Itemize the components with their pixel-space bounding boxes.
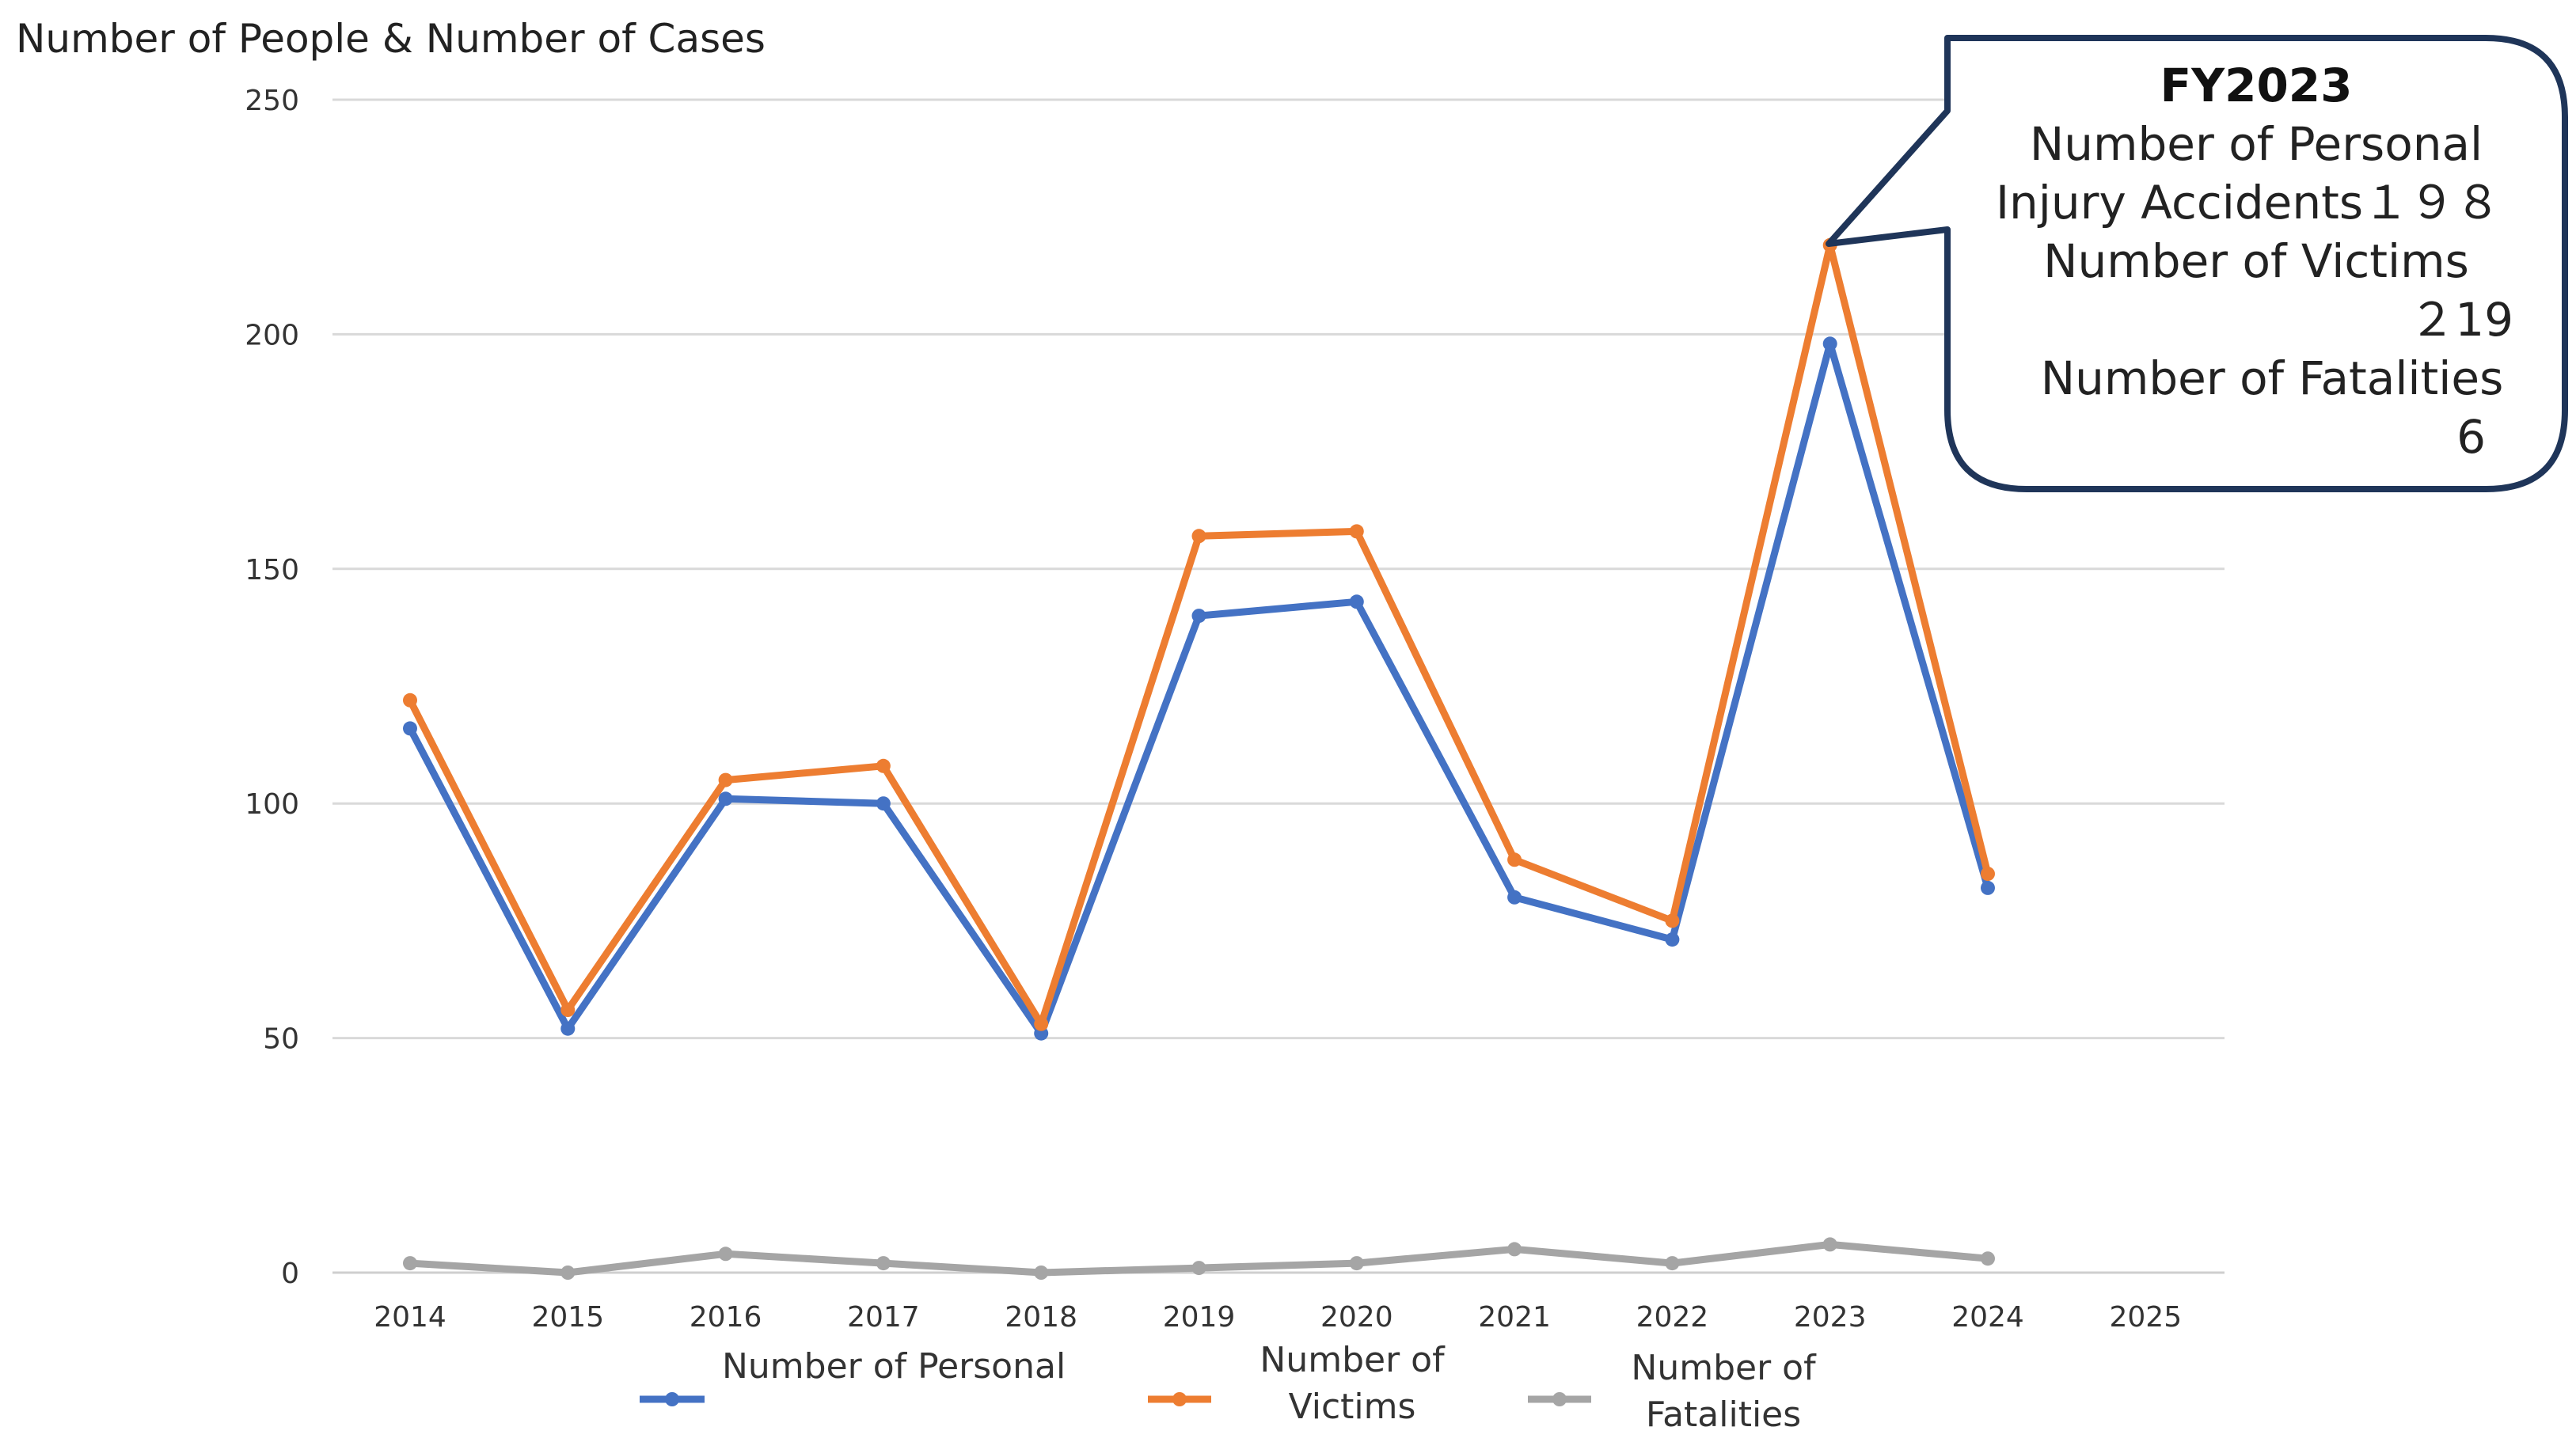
x-tick-labels: 2014 2015 2016 2017 2018 2019 2020 2021 2022 2023… <box>374 1301 2182 1334</box>
data-point <box>876 1256 891 1271</box>
data-point <box>876 758 891 773</box>
x-tick-label: 2022 <box>1636 1301 1709 1334</box>
data-point <box>1349 1256 1364 1271</box>
legend-label-personal: Number of Personal <box>722 1346 1066 1387</box>
data-point <box>1981 867 1995 882</box>
y-tick-labels: 0 50 100 150 200 250 <box>245 85 299 1290</box>
data-point <box>1034 1266 1049 1280</box>
series-group <box>403 1237 1995 1280</box>
data-point <box>403 693 417 708</box>
series-group <box>403 336 1995 1041</box>
y-tick-label: 100 <box>245 788 299 821</box>
x-tick-label: 2014 <box>374 1301 446 1334</box>
legend-label-victims-line1: Number of <box>1260 1340 1446 1380</box>
x-tick-label: 2017 <box>847 1301 920 1334</box>
y-tick-label: 150 <box>245 554 299 586</box>
data-point <box>718 791 733 806</box>
x-tick-label: 2019 <box>1163 1301 1236 1334</box>
callout-line5: Number of Fatalities <box>2041 351 2504 405</box>
data-point <box>876 796 891 811</box>
data-point <box>1665 1256 1680 1271</box>
data-point <box>1665 932 1680 947</box>
x-tick-label: 2015 <box>531 1301 604 1334</box>
legend-marker-fatalities <box>1552 1392 1567 1406</box>
legend-label-fatalities-line1: Number of <box>1631 1348 1817 1388</box>
callout-line3: Number of Victims <box>2043 234 2469 288</box>
callout-line4: ２19 <box>2409 293 2513 347</box>
data-point <box>1822 1237 1837 1252</box>
data-point <box>1349 594 1364 609</box>
data-point <box>1981 1251 1995 1266</box>
y-tick-label: 0 <box>281 1258 299 1290</box>
data-point <box>1507 890 1522 905</box>
x-tick-label: 2020 <box>1320 1301 1393 1334</box>
callout: FY2023 Number of Personal Injury Acciden… <box>1826 35 2568 492</box>
data-point <box>718 772 733 787</box>
legend-label-fatalities-line2: Fatalities <box>1646 1395 1801 1435</box>
data-point <box>1507 1242 1522 1257</box>
callout-title: FY2023 <box>2160 59 2352 112</box>
callout-line6: 6 <box>2456 410 2486 464</box>
y-axis-title: Number of People & Number of Cases <box>16 16 766 62</box>
callout-line1: Number of Personal <box>2030 117 2483 171</box>
callout-line2: Injury Accidents１９８ <box>1996 176 2501 230</box>
series-lines <box>403 237 1995 1280</box>
data-point <box>560 1021 576 1036</box>
data-point <box>560 1266 576 1280</box>
data-point <box>1665 913 1680 928</box>
legend-label-victims-line2: Victims <box>1289 1387 1416 1427</box>
callout-bubble <box>1826 35 2568 492</box>
x-tick-label: 2024 <box>1951 1301 2024 1334</box>
x-tick-label: 2023 <box>1794 1301 1867 1334</box>
x-tick-label: 2018 <box>1005 1301 1077 1334</box>
data-point <box>403 721 417 736</box>
grid-lines <box>332 98 2225 1274</box>
x-tick-label: 2021 <box>1478 1301 1551 1334</box>
data-point <box>403 1256 417 1271</box>
y-tick-label: 200 <box>245 319 299 351</box>
data-point <box>1034 1016 1049 1031</box>
series-line <box>406 340 1992 1038</box>
data-point <box>1981 880 1995 895</box>
y-tick-label: 250 <box>245 85 299 117</box>
legend: Number of Personal Number of Victims Num… <box>640 1340 1817 1435</box>
data-point <box>560 1003 576 1017</box>
legend-marker-victims <box>1172 1392 1187 1406</box>
data-point <box>1507 852 1522 867</box>
data-point <box>1822 336 1837 351</box>
data-point <box>1191 529 1206 544</box>
y-tick-label: 50 <box>263 1023 299 1056</box>
data-point <box>718 1247 733 1262</box>
x-tick-label: 2016 <box>690 1301 762 1334</box>
x-tick-label: 2025 <box>2109 1301 2182 1334</box>
data-point <box>1349 524 1364 539</box>
data-point <box>1191 609 1206 624</box>
legend-marker-personal <box>665 1392 679 1406</box>
data-point <box>1191 1261 1206 1276</box>
